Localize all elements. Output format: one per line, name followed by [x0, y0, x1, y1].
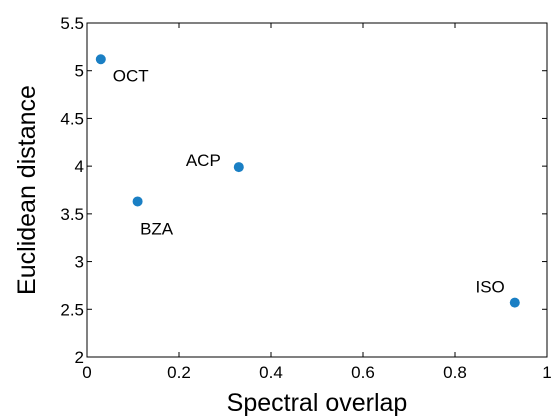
- data-point-oct: [95, 54, 106, 65]
- x-tick-label: 0.2: [167, 363, 191, 382]
- points-layer: OCT ACP BZA ISO: [95, 54, 520, 308]
- x-tick-label: 0: [82, 363, 91, 382]
- y-tick-label: 2: [75, 348, 84, 367]
- x-tick-label: 0.4: [259, 363, 283, 382]
- y-tick-label: 2.5: [60, 300, 84, 319]
- point-label-oct: OCT: [113, 66, 149, 85]
- x-tick-label: 0.8: [443, 363, 467, 382]
- x-axis-label: Spectral overlap: [227, 389, 408, 417]
- y-tick-label: 3.5: [60, 205, 84, 224]
- point-label-bza: BZA: [140, 219, 174, 238]
- point-label-iso: ISO: [476, 278, 505, 297]
- ticks-layer: 0 0.2 0.4 0.6 0.8 1 2 2.5 3 3.5 4 4.5 5 5.5: [60, 14, 551, 382]
- data-point-bza: [132, 196, 143, 207]
- y-tick-label: 4: [75, 157, 84, 176]
- y-axis-label: Euclidean distance: [13, 85, 41, 295]
- y-tick-label: 5: [75, 62, 84, 81]
- plot-frame: [86, 22, 548, 358]
- data-point-iso: [509, 297, 520, 308]
- point-label-acp: ACP: [186, 151, 221, 170]
- data-point-acp: [233, 162, 244, 173]
- y-tick-label: 5.5: [60, 14, 84, 33]
- x-tick-label: 1: [542, 363, 551, 382]
- y-tick-label: 3: [75, 253, 84, 272]
- x-tick-label: 0.6: [351, 363, 375, 382]
- y-tick-label: 4.5: [60, 109, 84, 128]
